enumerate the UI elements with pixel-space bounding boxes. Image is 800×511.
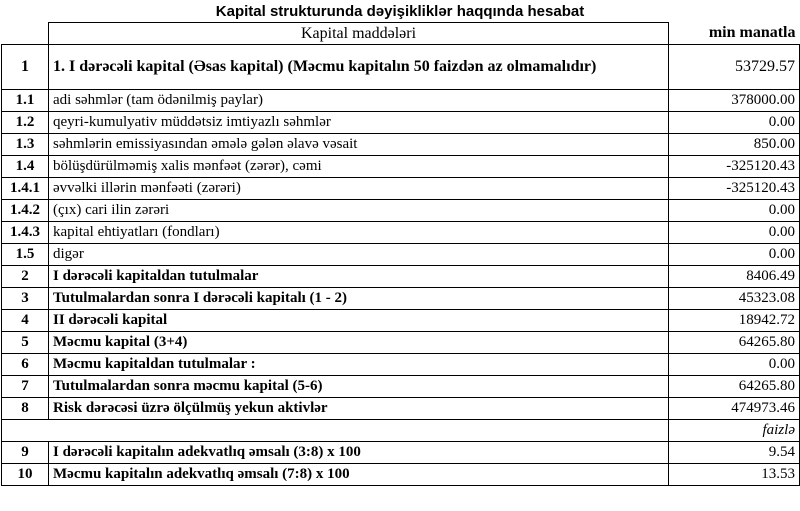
row-label: səhmlərin emissiyasından əmələ gələn əla… xyxy=(48,133,669,156)
row-label: adi səhmlər (tam ödənilmiş paylar) xyxy=(48,89,669,112)
row-value: 53729.57 xyxy=(668,44,800,90)
table-row: 5 Məcmu kapital (3+4) 64265.80 xyxy=(1,331,800,354)
row-value: 18942.72 xyxy=(668,309,800,332)
row-value: 0.00 xyxy=(668,353,800,376)
row-value: 13.53 xyxy=(668,463,800,486)
row-value: 64265.80 xyxy=(668,331,800,354)
table-row: 7 Tutulmalardan sonra məcmu kapital (5-6)… xyxy=(1,375,800,398)
row-label: 1. I dərəcəli kapital (Əsas kapital) (Mə… xyxy=(48,44,669,90)
table-row: 1.4.1 əvvəlki illərin mənfəəti (zərəri) -3… xyxy=(1,177,800,200)
row-value: 0.00 xyxy=(668,111,800,134)
table-row: 6 Məcmu kapitaldan tutulmalar :0.00 xyxy=(1,353,800,376)
row-label: I dərəcəli kapitaldan tutulmalar xyxy=(48,265,669,288)
table-row: 1 1. I dərəcəli kapital (Əsas kapital) (M… xyxy=(1,44,800,90)
row-label: əvvəlki illərin mənfəəti (zərəri) xyxy=(48,177,669,200)
row-value: 45323.08 xyxy=(668,287,800,310)
row-number: 6 xyxy=(1,353,49,376)
row-value: 0.00 xyxy=(668,221,800,244)
row-number: 10 xyxy=(1,463,49,486)
table-row: 1.4 bölüşdürülməmiş xalis mənfəət (zərər)… xyxy=(1,155,800,178)
table-row: 1.4.3 kapital ehtiyatları (fondları) 0.00 xyxy=(1,221,800,244)
row-label: digər xyxy=(48,243,669,266)
row-value: -325120.43 xyxy=(668,177,800,200)
row-value: 9.54 xyxy=(668,441,800,464)
table-row: 1.1 adi səhmlər (tam ödənilmiş paylar) 378… xyxy=(1,89,800,112)
row-number: 1.1 xyxy=(1,89,49,112)
row-number: 2 xyxy=(1,265,49,288)
table-row: 1.2 qeyri-kumulyativ müddətsiz imtiyazlı … xyxy=(1,111,800,134)
row-number: 9 xyxy=(1,441,49,464)
table-row: 1.3 səhmlərin emissiyasından əmələ gələn … xyxy=(1,133,800,156)
row-label: Risk dərəcəsi üzrə ölçülmüş yekun aktivl… xyxy=(48,397,669,420)
row-number: 7 xyxy=(1,375,49,398)
row-number: 1.5 xyxy=(1,243,49,266)
row-label: (çıx) cari ilin zərəri xyxy=(48,199,669,222)
row-number: 1.4.2 xyxy=(1,199,49,222)
row-label: qeyri-kumulyativ müddətsiz imtiyazlı səh… xyxy=(48,111,669,134)
percent-unit: faizlə xyxy=(668,419,800,442)
row-label: kapital ehtiyatları (fondları) xyxy=(48,221,669,244)
row-number: 3 xyxy=(1,287,49,310)
table-row: 1.4.2 (çıx) cari ilin zərəri 0.00 xyxy=(1,199,800,222)
row-number: 4 xyxy=(1,309,49,332)
header-unit: min manatla xyxy=(708,24,796,42)
row-number: 1.4 xyxy=(1,155,49,178)
spacer-cell xyxy=(1,419,669,442)
table-row: 10 Məcmu kapitalın adekvatlıq əmsalı (7:8… xyxy=(1,463,800,486)
table-row: 1.5 digər 0.00 xyxy=(1,243,800,266)
row-value: 850.00 xyxy=(668,133,800,156)
row-label: I dərəcəli kapitalın adekvatlıq əmsalı (… xyxy=(48,441,669,464)
row-number: 1.4.1 xyxy=(1,177,49,200)
report-title: Kapital strukturunda dəyişikliklər haqqı… xyxy=(215,3,585,20)
row-label: II dərəcəli kapital xyxy=(48,309,669,332)
header-item: Kapital maddələri xyxy=(48,22,669,45)
row-label: Məcmu kapitalın adekvatlıq əmsalı (7:8) … xyxy=(48,463,669,486)
percent-unit-row: faizlə xyxy=(1,419,800,442)
row-number: 1 xyxy=(1,44,49,90)
capital-table: Kapital maddələri min manatla 1 1. I dərə… xyxy=(1,22,800,486)
row-number: 8 xyxy=(1,397,49,420)
row-number: 1.2 xyxy=(1,111,49,134)
table-row: 3 Tutulmalardan sonra I dərəcəli kapitalı… xyxy=(1,287,800,310)
row-value: 8406.49 xyxy=(668,265,800,288)
row-number: 1.3 xyxy=(1,133,49,156)
table-row: 4 II dərəcəli kapital 18942.72 xyxy=(1,309,800,332)
row-label: Tutulmalardan sonra məcmu kapital (5-6) xyxy=(48,375,669,398)
row-label: Məcmu kapitaldan tutulmalar : xyxy=(48,353,669,376)
row-value: 64265.80 xyxy=(668,375,800,398)
row-value: 474973.46 xyxy=(668,397,800,420)
row-number: 5 xyxy=(1,331,49,354)
row-value: 0.00 xyxy=(668,199,800,222)
header-row: Kapital maddələri min manatla xyxy=(2,22,800,45)
row-value: -325120.43 xyxy=(668,155,800,178)
row-label: Tutulmalardan sonra I dərəcəli kapitalı … xyxy=(48,287,669,310)
table-row: 8 Risk dərəcəsi üzrə ölçülmüş yekun aktiv… xyxy=(1,397,800,420)
row-label: Məcmu kapital (3+4) xyxy=(48,331,669,354)
row-label: bölüşdürülməmiş xalis mənfəət (zərər), c… xyxy=(48,155,669,178)
row-value: 378000.00 xyxy=(668,89,800,112)
row-number: 1.4.3 xyxy=(1,221,49,244)
row-value: 0.00 xyxy=(668,243,800,266)
